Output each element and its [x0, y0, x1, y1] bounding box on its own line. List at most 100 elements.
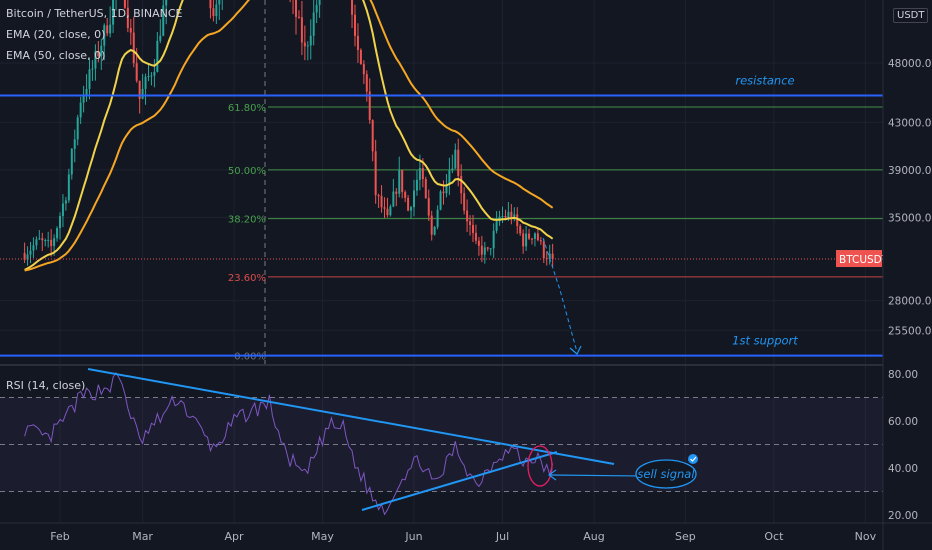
candle-body	[548, 253, 551, 260]
candle-body	[395, 191, 398, 194]
candle-body	[156, 40, 159, 72]
candle-body	[126, 7, 129, 28]
candle-body	[106, 25, 109, 34]
candle-body	[513, 214, 516, 218]
symbol-legend[interactable]: Bitcoin / TetherUS, 1D, BINANCE	[6, 7, 183, 20]
candle-body	[486, 247, 489, 249]
time-tick-label: Nov	[855, 530, 877, 543]
rsi-tick-label: 60.00	[888, 416, 918, 428]
candle-body	[442, 191, 445, 194]
candle-body	[401, 169, 404, 193]
candle-body	[386, 208, 389, 216]
candle-body	[123, 0, 126, 8]
candle-body	[451, 168, 454, 171]
candle-body	[510, 211, 513, 218]
candle-body	[522, 233, 525, 247]
candle-body	[82, 94, 85, 103]
rsi-lower-trendline	[361, 451, 558, 511]
candle-body	[533, 233, 536, 239]
candle-body	[501, 215, 504, 217]
time-tick-label: Aug	[583, 530, 604, 543]
candle-body	[398, 169, 401, 194]
candle-body	[165, 0, 168, 6]
ema50-legend[interactable]: EMA (50, close, 0)	[6, 49, 106, 62]
candle-body	[365, 74, 368, 92]
candle-body	[50, 239, 53, 247]
candle-body	[362, 64, 365, 75]
candle-body	[371, 120, 374, 152]
time-tick-label: Feb	[50, 530, 69, 543]
candle-body	[457, 149, 460, 177]
candle-body	[144, 76, 147, 89]
symbol-tag	[836, 250, 882, 268]
candle-body	[23, 253, 26, 260]
candle-body	[536, 233, 539, 241]
price-tick-label: 25500.00	[888, 325, 932, 337]
fib-label: 61.80%	[228, 103, 266, 114]
candle-body	[528, 233, 531, 239]
candle-body	[29, 250, 32, 255]
ema20-legend[interactable]: EMA (20, close, 0)	[6, 28, 106, 41]
candle-body	[436, 209, 439, 227]
candle-body	[53, 238, 56, 247]
candle-body	[410, 207, 413, 211]
ema50-line	[24, 0, 554, 272]
candle-body	[132, 32, 135, 64]
candle-body	[67, 174, 70, 201]
fib-label: 23.60%	[228, 273, 266, 284]
candle-body	[489, 248, 492, 250]
sell-signal-label: sell signal	[637, 467, 695, 481]
candle-body	[542, 241, 545, 259]
candle-body	[59, 216, 61, 229]
candle-body	[551, 253, 554, 260]
check-icon-mark	[690, 456, 697, 462]
candle-body	[218, 0, 221, 5]
candle-body	[539, 240, 542, 242]
price-tick-label: 39000.00	[888, 165, 932, 177]
time-tick-label: Mar	[132, 530, 153, 543]
projection-arrow	[542, 237, 578, 353]
candle-body	[35, 239, 38, 246]
candle-body	[73, 139, 76, 149]
candle-body	[162, 5, 165, 36]
rsi-pane	[0, 371, 883, 516]
price-tick-label: 48000.00	[888, 58, 932, 70]
candle-body	[297, 16, 300, 18]
candle-body	[76, 117, 79, 140]
price-axis-panel	[883, 0, 932, 550]
candle-body	[26, 254, 29, 260]
time-tick-label: Oct	[764, 530, 784, 543]
sell-signal-bubble	[635, 459, 697, 489]
fib-label: 50.00%	[228, 166, 266, 177]
candle-body	[138, 80, 141, 99]
candle-body	[516, 214, 519, 227]
rsi-legend[interactable]: RSI (14, close)	[6, 379, 86, 392]
candle-body	[153, 71, 156, 76]
candle-body	[380, 195, 383, 208]
currency-label[interactable]: USDT	[893, 8, 929, 23]
candle-body	[424, 179, 427, 199]
time-tick-label: Jul	[495, 530, 509, 543]
candle-body	[492, 230, 495, 249]
horizontal-line-label: resistance	[735, 74, 794, 88]
candle-body	[433, 226, 436, 235]
candle-body	[147, 76, 150, 78]
rsi-line	[24, 371, 554, 516]
time-tick-label: Sep	[675, 530, 696, 543]
candle-body	[460, 176, 463, 194]
candle-body	[354, 14, 356, 36]
candle-body	[129, 27, 132, 33]
candle-body	[112, 0, 115, 25]
candle-body	[79, 102, 82, 118]
candle-body	[415, 179, 418, 191]
candle-body	[389, 206, 392, 216]
signal-arrowhead	[547, 469, 557, 481]
time-tick-label: Jun	[404, 530, 422, 543]
candle-body	[474, 232, 477, 241]
candle-body	[466, 210, 469, 222]
candle-body	[91, 68, 94, 70]
candle-body	[38, 238, 41, 240]
candle-body	[413, 190, 415, 208]
